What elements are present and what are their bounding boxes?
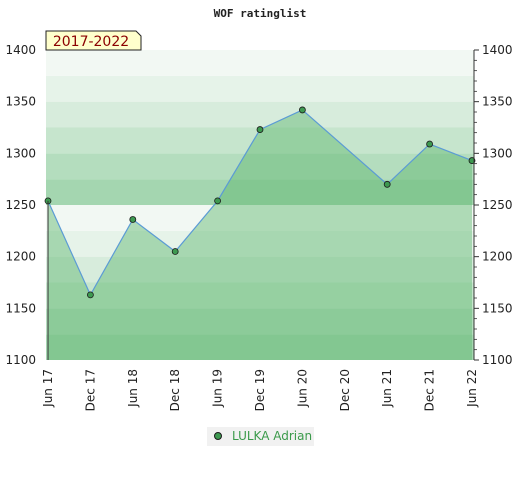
area-layer: [48, 109, 472, 360]
data-point[interactable]: [383, 180, 391, 188]
legend-entry: LULKA Adrian: [232, 429, 312, 443]
data-point[interactable]: [214, 197, 222, 205]
data-point[interactable]: [129, 216, 137, 223]
x-axis: Jun 17 Dec 17 Jun 18 Dec 18 Jun 19 Dec 19 Jun …: [41, 369, 479, 411]
y-tick-label-right: 1100: [482, 353, 513, 367]
data-point[interactable]: [87, 291, 94, 299]
y-tick-label: 1200: [5, 250, 36, 264]
background-band: [46, 75, 474, 102]
x-tick-label: Dec 19: [253, 369, 267, 411]
y-tick-label-right: 1200: [482, 250, 513, 264]
series-line: [47, 109, 473, 297]
period-label: 2017-2022: [53, 34, 129, 50]
y-tick-label-right: 1350: [482, 95, 513, 109]
data-point[interactable]: [298, 106, 306, 114]
markers-layer: [44, 106, 476, 299]
y-axis-left: 1100 1150 1200 1250 1300 1350 1400: [5, 43, 36, 367]
chart-title: WOF ratinglist: [214, 7, 307, 20]
background-band: [46, 230, 474, 257]
background-band: [46, 308, 474, 335]
y-tick-label-right: 1300: [482, 146, 513, 160]
background-band: [46, 101, 474, 128]
x-tick-label: Jun 22: [465, 369, 479, 408]
period-badge: 2017-2022: [45, 30, 142, 51]
legend[interactable]: LULKA Adrian: [207, 427, 314, 446]
y-tick-label: 1300: [5, 146, 36, 160]
y-tick-label: 1100: [5, 353, 36, 367]
x-tick-label: Jun 21: [380, 369, 394, 408]
background-band: [46, 153, 474, 180]
y-tick-label-right: 1250: [482, 198, 513, 212]
x-tick-label: Dec 20: [338, 369, 352, 411]
y-axis-right: 1100 1150 1200 1250 1300 1350 1400: [474, 43, 513, 367]
y-tick-label-right: 1150: [482, 301, 513, 315]
line-layer: [47, 109, 473, 297]
background-band: [46, 50, 474, 76]
y-tick-label: 1250: [5, 198, 36, 212]
y-tick-label: 1150: [5, 301, 36, 315]
data-point[interactable]: [426, 140, 434, 148]
background-band: [46, 282, 474, 309]
y-tick-label-right: 1400: [482, 43, 513, 57]
y-tick-label: 1350: [5, 95, 36, 109]
background-bands: [46, 50, 474, 360]
background-band: [46, 205, 474, 231]
x-tick-label: Jun 17: [41, 369, 55, 408]
x-tick-label: Dec 17: [83, 369, 97, 411]
legend-marker: [214, 432, 222, 440]
background-band: [46, 334, 474, 360]
series-area: [48, 109, 472, 360]
x-tick-label: Dec 21: [423, 369, 437, 411]
data-point[interactable]: [171, 248, 179, 255]
x-tick-label: Jun 20: [295, 369, 309, 408]
period-badge-box: [45, 30, 142, 51]
x-tick-label: Dec 18: [168, 369, 182, 411]
x-tick-label: Jun 18: [126, 369, 140, 408]
background-band: [46, 179, 474, 205]
background-band: [46, 256, 474, 283]
legend-box: [207, 427, 314, 446]
x-tick-label: Jun 19: [211, 369, 225, 408]
data-point[interactable]: [256, 126, 264, 133]
y-tick-label: 1400: [5, 43, 36, 57]
